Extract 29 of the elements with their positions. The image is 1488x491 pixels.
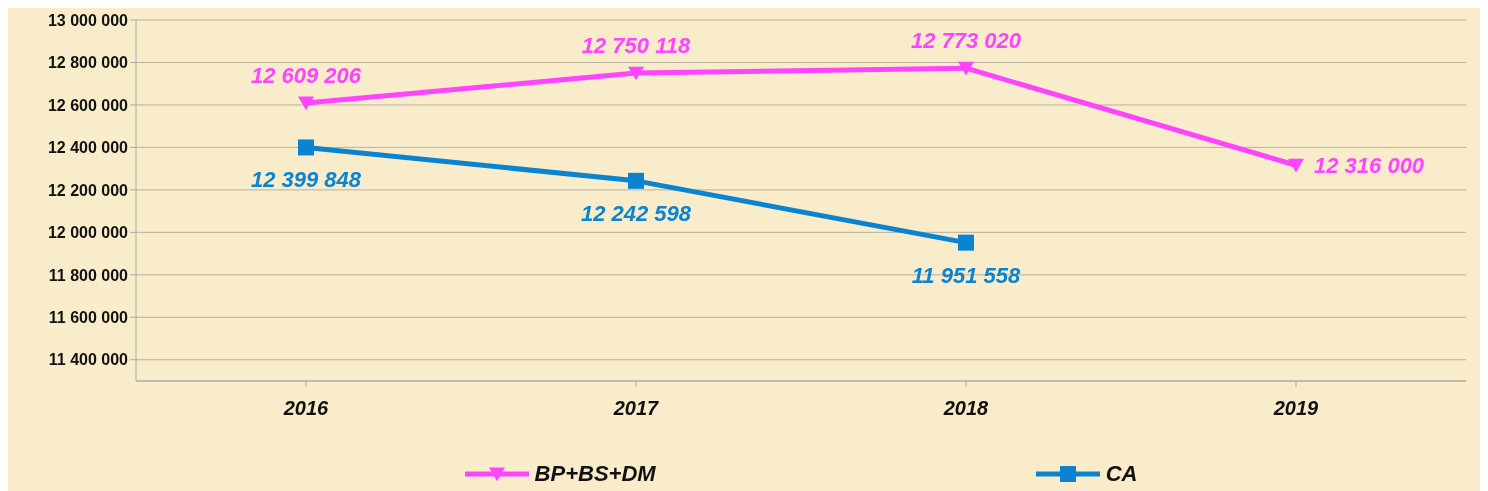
y-tick-label: 11 800 000 bbox=[48, 266, 129, 284]
y-tick-label: 13 000 000 bbox=[47, 11, 129, 29]
x-tick-label: 2018 bbox=[942, 397, 990, 420]
point bbox=[1288, 158, 1304, 173]
point bbox=[958, 234, 974, 251]
x-tick-label: 2016 bbox=[282, 397, 330, 420]
legend-label: CA bbox=[1105, 461, 1138, 487]
y-tick-label: 11 600 000 bbox=[48, 308, 129, 326]
point bbox=[298, 139, 314, 156]
data-label: 12 242 598 bbox=[580, 200, 692, 226]
y-tick-label: 12 400 000 bbox=[47, 139, 129, 157]
data-label: 12 609 206 bbox=[250, 62, 362, 88]
data-label: 12 750 118 bbox=[581, 33, 691, 59]
y-tick-label: 12 000 000 bbox=[47, 224, 129, 242]
data-label: 12 399 848 bbox=[250, 167, 362, 193]
x-tick-label: 2019 bbox=[1272, 397, 1320, 420]
data-label: 12 773 020 bbox=[910, 28, 1022, 54]
data-label: 11 951 558 bbox=[911, 262, 1021, 288]
legend-label: BP+BS+DM bbox=[534, 461, 656, 487]
point bbox=[958, 61, 974, 76]
point bbox=[298, 96, 314, 111]
y-tick-label: 11 400 000 bbox=[48, 351, 129, 369]
x-tick-label: 2017 bbox=[612, 397, 660, 420]
point bbox=[628, 172, 644, 189]
point bbox=[628, 66, 644, 81]
y-tick-label: 12 600 000 bbox=[47, 96, 129, 114]
data-label: 12 316 000 bbox=[1314, 153, 1425, 179]
y-tick-label: 12 800 000 bbox=[47, 54, 129, 72]
y-tick-label: 12 200 000 bbox=[47, 181, 129, 199]
